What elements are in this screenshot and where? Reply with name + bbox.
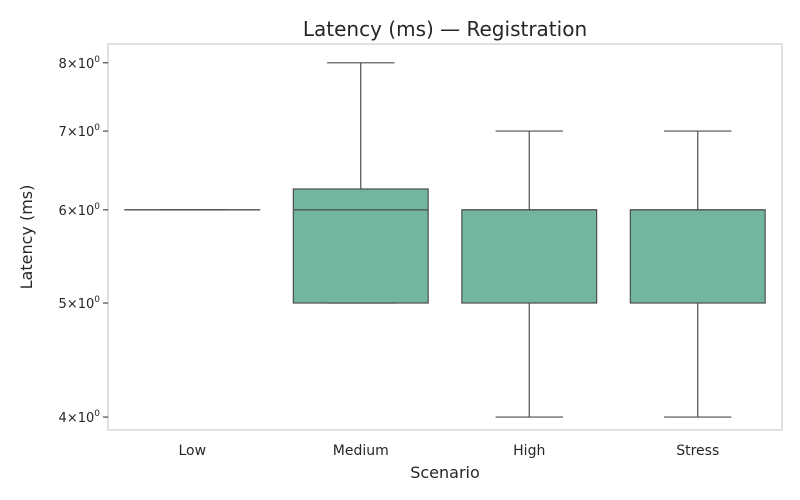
box-iqr bbox=[461, 209, 598, 304]
x-axis-ticks: Low Medium High Stress bbox=[178, 443, 719, 459]
x-tick-label: Medium bbox=[333, 443, 389, 459]
y-tick-label: 4×100 bbox=[59, 409, 101, 426]
box-high bbox=[461, 130, 598, 418]
y-tick-label: 7×100 bbox=[59, 123, 101, 140]
y-tick-label: 5×100 bbox=[59, 295, 101, 312]
y-tick-label: 6×100 bbox=[59, 202, 101, 219]
y-axis-ticks: 4×100 5×100 6×100 7×100 8×100 bbox=[59, 55, 108, 426]
chart-title: Latency (ms) — Registration bbox=[303, 17, 587, 41]
x-axis-label: Scenario bbox=[410, 463, 480, 482]
box-iqr bbox=[292, 188, 429, 304]
y-tick-label: 8×100 bbox=[59, 55, 101, 72]
y-axis-label: Latency (ms) bbox=[17, 185, 36, 290]
boxes-layer bbox=[124, 62, 766, 418]
x-tick-label: Low bbox=[178, 443, 206, 459]
box-iqr bbox=[629, 209, 766, 304]
x-tick-label: High bbox=[513, 443, 545, 459]
x-tick-label: Stress bbox=[676, 443, 719, 459]
box-medium bbox=[292, 62, 429, 304]
plot-frame bbox=[107, 43, 783, 431]
box-stress bbox=[629, 130, 766, 418]
